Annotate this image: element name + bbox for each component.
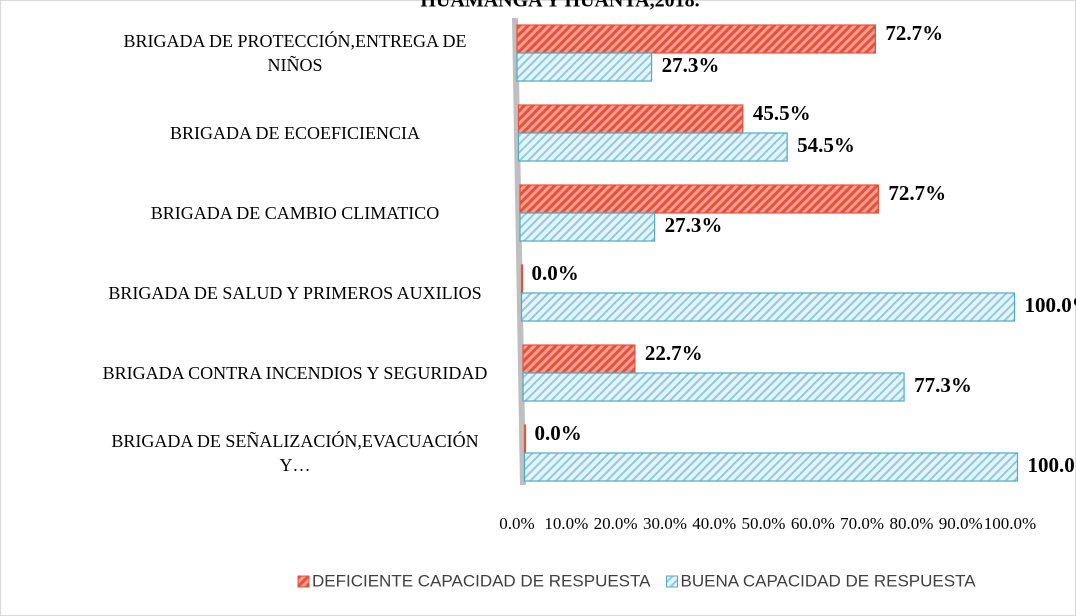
x-tick-label: 100.0% [984,514,1036,533]
x-tick-label: 90.0% [939,514,983,533]
x-tick-label: 30.0% [643,514,687,533]
data-label: 0.0% [535,421,582,445]
x-tick-label: 40.0% [692,514,736,533]
bar [516,24,877,54]
data-label: 77.3% [914,373,972,397]
bar [517,104,744,134]
category-label: BRIGADA DE SALUD Y PRIMEROS AUXILIOS [108,283,482,303]
category-label: BRIGADA DE PROTECCIÓN,ENTREGA DE NIÑOS [123,31,467,75]
category-label: BRIGADA CONTRA INCENDIOS Y SEGURIDAD [102,363,488,383]
x-tick-label: 70.0% [840,514,884,533]
data-label: 100.0% [1028,453,1076,477]
legend-swatch [297,575,310,588]
bar [519,184,880,214]
data-label: 27.3% [665,213,723,237]
bar [523,452,1019,482]
bar [522,372,905,402]
bar [522,344,636,374]
data-label: 27.3% [662,53,720,77]
legend-swatch [665,575,678,588]
data-label: 22.7% [645,341,703,365]
data-label: 45.5% [753,101,811,125]
data-label: 72.7% [888,181,946,205]
data-label: 100.0% [1025,293,1076,317]
legend-label: DEFICIENTE CAPACIDAD DE RESPUESTA [312,571,651,590]
axis-wall [512,18,526,485]
bar [523,424,527,454]
bar [517,132,788,162]
data-label: 72.7% [885,21,943,45]
category-label: BRIGADA DE SEÑALIZACIÓN,EVACUACIÓN Y… [111,431,479,475]
legend-label: BUENA CAPACIDAD DE RESPUESTA [680,571,976,590]
x-tick-label: 20.0% [594,514,638,533]
x-tick-label: 60.0% [791,514,835,533]
data-label: 54.5% [797,133,855,157]
x-tick-label: 50.0% [742,514,786,533]
chart-title: HUAMANGA Y HUANTA,2018. [420,0,699,12]
bar [516,52,653,82]
data-label: 0.0% [532,261,579,285]
bar [520,264,524,294]
category-label: BRIGADA DE CAMBIO CLIMATICO [150,203,440,223]
x-tick-label: 10.0% [544,514,588,533]
bar [520,292,1016,322]
category-label: BRIGADA DE ECOEFICIENCIA [170,123,420,143]
x-tick-label: 80.0% [889,514,933,533]
x-tick-label: 0.0% [499,514,534,533]
bar [519,212,656,242]
